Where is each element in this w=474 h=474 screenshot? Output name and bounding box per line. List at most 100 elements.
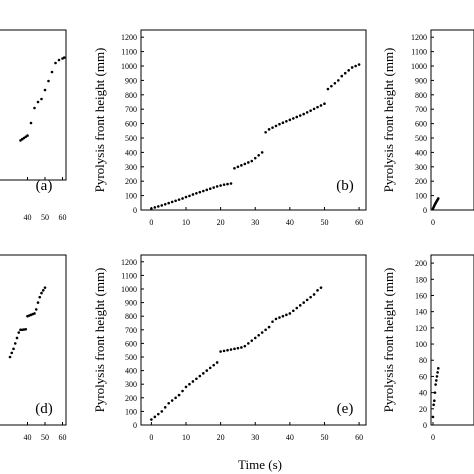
plot-frame (430, 254, 474, 426)
data-point (188, 382, 191, 386)
x-tick-label: 50 (320, 433, 328, 442)
y-tick-label: 80 (419, 356, 427, 365)
series-points (431, 197, 440, 210)
plot-frame (140, 29, 367, 211)
data-point (205, 369, 209, 372)
data-point (257, 153, 260, 157)
x-tick-label: 50 (41, 213, 49, 222)
data-point (13, 342, 17, 345)
data-point (295, 115, 299, 119)
data-point (434, 383, 437, 386)
data-point (281, 121, 285, 125)
data-point (236, 165, 240, 169)
data-point (316, 105, 319, 109)
panel-b-scatter: 0 10 20 30 40 50 60010020030040050060070080090… (92, 29, 367, 227)
data-point (34, 308, 38, 311)
x-tick-label: 10 (182, 218, 190, 227)
data-point (240, 346, 243, 349)
y-tick-label: 400 (125, 367, 137, 376)
x-tick-label: 60 (355, 433, 363, 442)
data-point (312, 293, 316, 296)
data-point (302, 112, 305, 116)
y-tick-label: 900 (125, 76, 137, 85)
panel-label: (d) (35, 401, 53, 417)
y-tick-label: 140 (415, 308, 427, 317)
data-point (267, 325, 271, 329)
data-point (436, 371, 439, 374)
y-tick-label: 0 (133, 206, 137, 215)
data-point (285, 119, 288, 123)
data-point (181, 197, 184, 200)
data-point (274, 317, 278, 321)
data-point (292, 117, 295, 120)
y-tick-label: 1200 (411, 33, 427, 42)
data-point (29, 121, 33, 125)
plot-frame (430, 29, 474, 211)
data-point (253, 156, 257, 160)
data-point (226, 348, 229, 352)
y-tick-label: 300 (125, 163, 137, 172)
y-tick-label: 600 (415, 120, 427, 129)
data-point (295, 306, 299, 310)
data-point (316, 289, 319, 292)
data-point (170, 399, 174, 402)
data-point (298, 114, 302, 117)
data-point (243, 344, 247, 348)
data-point (10, 351, 14, 355)
data-point (340, 74, 344, 78)
data-point (41, 289, 45, 292)
data-point (278, 122, 281, 126)
data-point (174, 396, 177, 400)
data-point (219, 184, 222, 187)
y-tick-label: 100 (415, 192, 427, 201)
data-point (33, 106, 36, 110)
y-tick-label: 0 (133, 421, 137, 430)
data-point (274, 124, 278, 128)
data-point (38, 295, 42, 299)
data-point (208, 187, 212, 190)
y-tick-label: 200 (415, 259, 427, 268)
data-point (247, 342, 250, 345)
y-tick-label: 60 (419, 372, 427, 381)
data-point (319, 286, 323, 289)
data-point (33, 312, 36, 315)
data-point (195, 377, 198, 381)
data-point (243, 162, 247, 166)
y-tick-label: 1000 (411, 62, 427, 71)
data-point (157, 412, 160, 416)
y-tick-label: 200 (125, 177, 137, 186)
data-point (229, 348, 233, 351)
data-point (17, 331, 21, 334)
data-point (177, 393, 181, 397)
data-point (337, 79, 340, 82)
panel-e-scatter: 0 10 20 30 40 50 60010020030040050060070080090… (92, 254, 367, 442)
y-tick-label: 40 (419, 389, 427, 398)
data-point (181, 389, 184, 393)
data-point (54, 61, 57, 65)
data-point (233, 347, 236, 351)
data-point (222, 349, 226, 353)
y-tick-label: 0 (423, 421, 427, 430)
x-tick-label: 30 (251, 218, 259, 227)
plot-frame (140, 254, 367, 426)
y-tick-label: 800 (415, 91, 427, 100)
data-point (309, 295, 312, 299)
x-tick-label: 20 (217, 433, 225, 442)
x-tick-label: 0 (149, 218, 153, 227)
y-tick-label: 400 (415, 148, 427, 157)
y-axis-title: Pyrolysis front height (mm) (92, 268, 107, 413)
data-point (36, 100, 40, 104)
data-point (309, 109, 312, 112)
series-points (431, 367, 440, 419)
data-point (170, 200, 174, 204)
x-tick-label: 40 (286, 433, 294, 442)
y-tick-label: 700 (415, 105, 427, 114)
data-point (208, 366, 212, 370)
y-tick-label: 120 (415, 324, 427, 333)
x-tick-label: 40 (286, 218, 294, 227)
x-tick-label: 0 (149, 433, 153, 442)
y-tick-label: 20 (419, 405, 427, 414)
data-point (215, 185, 219, 188)
data-point (432, 403, 435, 407)
